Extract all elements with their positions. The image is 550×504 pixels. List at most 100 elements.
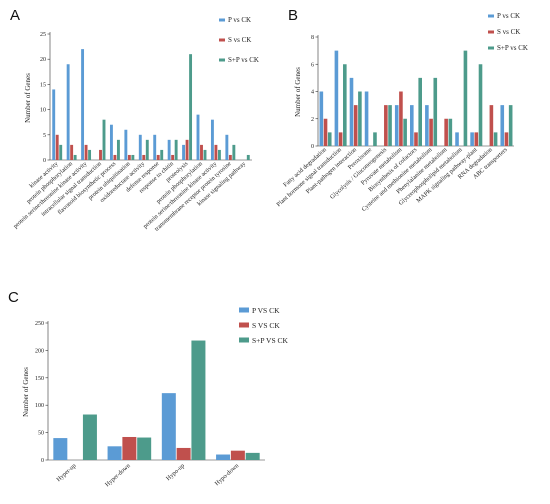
legend-swatch [488,30,494,34]
legend-swatch [488,46,494,50]
bar-s-vs-ck [185,139,189,160]
bar-s-p-vs-ck [160,149,164,160]
bar-p-vs-ck [124,129,128,160]
legend-swatch [219,38,225,42]
y-tick-label: 150 [35,376,44,382]
bar-p-vs-ck [196,114,200,160]
bar-s-p-vs-ck [217,149,221,160]
bar-p-vs-ck [216,454,231,460]
y-tick-label: 4 [311,90,314,96]
bar-s-vs-ck [429,118,433,146]
bar-s-vs-ck [122,436,137,460]
bar-s-vs-ck [230,450,245,460]
legend-entry: P VS CK [252,306,280,315]
legend-entry: P vs CK [228,16,251,24]
bar-s-p-vs-ck [388,105,392,146]
bar-s-vs-ck [200,144,203,160]
bar-s-vs-ck [353,105,358,146]
bar-s-vs-ck [489,105,494,146]
y-tick-label: 100 [35,403,44,409]
y-tick-label: 8 [311,35,314,41]
bar-p-vs-ck [425,105,429,146]
bar-s-p-vs-ck [232,144,236,160]
bar-p-vs-ck [455,132,459,146]
bar-p-vs-ck [107,446,122,460]
legend-swatch [219,58,225,62]
bar-s-vs-ck [228,154,232,160]
bar-s-vs-ck [504,132,509,146]
bar-s-p-vs-ck [82,414,97,460]
legend-swatch [239,307,249,313]
y-tick-label: 0 [41,458,44,464]
bar-s-vs-ck [214,144,218,160]
bar-p-vs-ck [167,139,171,160]
y-tick-label: 6 [311,62,314,68]
x-category-label: Hyper-up [55,462,77,483]
bar-s-p-vs-ck [137,437,152,460]
y-tick-label: 200 [35,348,44,354]
y-tick-label: 0 [311,144,314,150]
bar-s-p-vs-ck [245,452,260,460]
bar-s-p-vs-ck [174,139,178,160]
bar-s-vs-ck [84,144,88,160]
y-axis-title: Number of Genes [22,367,30,417]
legend-swatch [219,18,225,22]
y-axis-title: Number of Genes [294,67,302,117]
bar-p-vs-ck [210,119,214,160]
y-tick-label: 250 [35,321,44,327]
bar-s-p-vs-ck [191,340,206,460]
bar-p-vs-ck [470,132,474,146]
legend-entry: S vs CK [228,36,251,44]
bar-s-p-vs-ck [508,105,513,146]
x-category-label: Hypo-down [214,462,241,487]
panel-a-letter: A [10,7,20,24]
panel-c-letter: C [8,289,19,306]
bar-s-vs-ck [323,118,328,146]
bar-p-vs-ck [500,105,505,146]
bar-s-vs-ck [338,132,343,146]
bar-p-vs-ck [66,64,70,160]
legend-entry: S+P vs CK [228,56,259,64]
bar-s-vs-ck [171,154,175,160]
bar-s-vs-ck [156,154,160,160]
bar-s-vs-ck [399,91,403,146]
y-tick-label: 0 [43,158,46,164]
legend-entry: S VS CK [252,321,280,330]
bar-p-vs-ck [138,134,142,160]
bar-s-p-vs-ck [131,154,135,160]
bar-s-p-vs-ck [203,149,207,160]
bar-p-vs-ck [394,105,399,146]
bar-p-vs-ck [161,393,176,460]
bar-s-vs-ck [99,149,102,160]
bar-s-vs-ck [444,118,448,146]
bar-s-p-vs-ck [343,64,347,146]
y-tick-label: 20 [40,57,46,63]
legend-swatch [239,337,249,343]
bar-p-vs-ck [349,77,354,146]
legend-entry: S vs CK [497,28,520,36]
bar-s-p-vs-ck [463,50,468,146]
bar-p-vs-ck [109,124,113,160]
bar-s-p-vs-ck [358,91,362,146]
bar-s-vs-ck [176,447,191,460]
y-tick-label: 15 [40,82,46,88]
bar-s-vs-ck [414,132,418,146]
bar-s-p-vs-ck [59,144,63,160]
y-tick-label: 25 [40,32,46,38]
bar-s-p-vs-ck [102,119,106,160]
bar-s-vs-ck [384,105,388,146]
legend-entry: S+P vs CK [497,44,528,52]
bar-s-p-vs-ck [116,139,120,160]
bar-s-p-vs-ck [73,154,77,160]
bar-p-vs-ck [182,144,186,160]
bar-s-p-vs-ck [448,118,453,146]
bar-s-p-vs-ck [246,154,250,160]
bar-p-vs-ck [334,50,339,146]
bar-p-vs-ck [410,105,414,146]
bar-s-p-vs-ck [373,132,377,146]
bar-p-vs-ck [225,134,229,160]
x-category-label: Hyper-down [104,462,132,488]
